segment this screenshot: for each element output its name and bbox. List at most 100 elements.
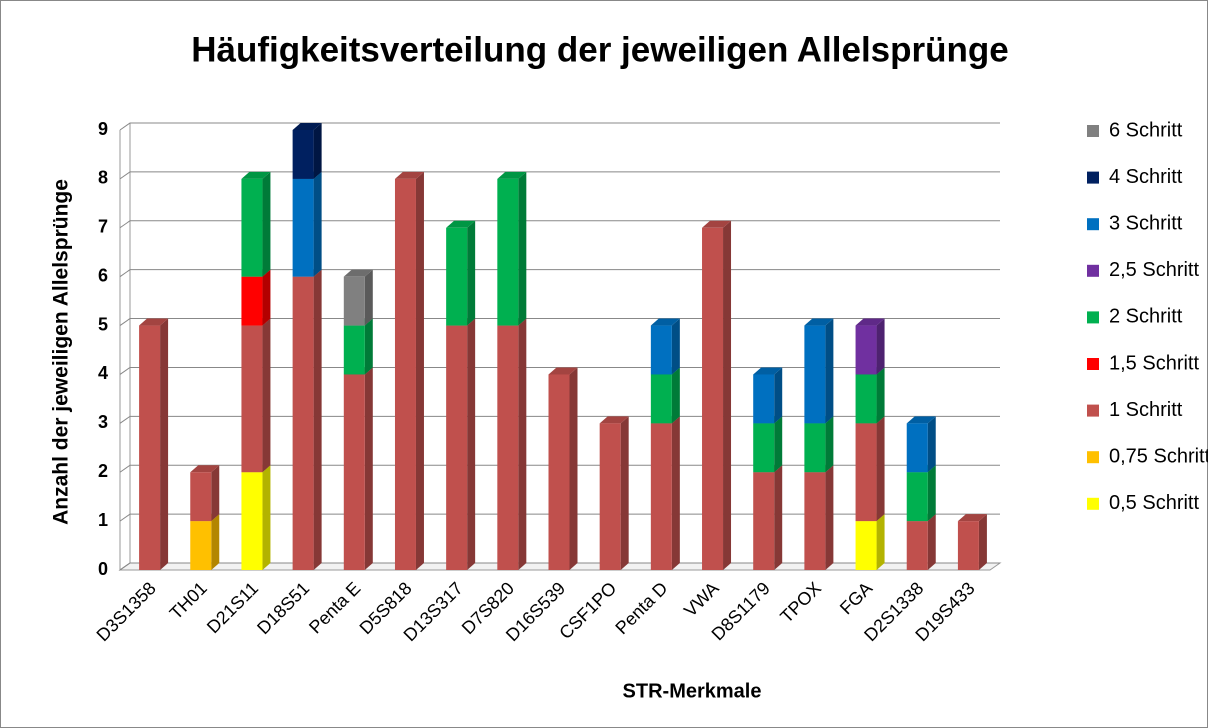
bar xyxy=(804,423,826,473)
y-tick-label: 3 xyxy=(98,412,108,432)
legend-label: 0,75 Schritt xyxy=(1109,445,1208,467)
bar xyxy=(190,521,212,570)
bar-side xyxy=(467,318,476,570)
bar xyxy=(343,374,365,570)
bar-top xyxy=(804,318,834,326)
bar xyxy=(139,325,161,570)
bar-side xyxy=(978,514,987,570)
bar-side xyxy=(364,269,373,326)
bar-top xyxy=(292,123,322,130)
bar-top xyxy=(957,514,987,522)
y-tick-label: 7 xyxy=(98,217,108,237)
y-tick-label: 0 xyxy=(98,559,108,579)
legend-label: 6 Schritt xyxy=(1109,119,1183,141)
bar-side xyxy=(671,367,680,424)
bar-side xyxy=(876,367,885,424)
bar xyxy=(855,521,877,570)
bar xyxy=(804,472,826,570)
bar-side xyxy=(467,220,476,326)
legend-swatch xyxy=(1087,497,1099,510)
bar-side xyxy=(825,318,834,424)
bar-side xyxy=(518,318,527,570)
bar-side xyxy=(876,416,885,522)
bar-side xyxy=(569,367,578,570)
x-axis-label: STR-Merkmale xyxy=(623,680,762,702)
bar-top xyxy=(753,367,783,375)
grid-line xyxy=(119,220,1000,229)
bar-side xyxy=(262,318,271,473)
bar-top xyxy=(548,367,578,375)
bar xyxy=(446,227,468,326)
bar-top xyxy=(394,171,424,179)
bar xyxy=(497,325,519,570)
bar-side xyxy=(876,514,885,570)
bar xyxy=(906,423,928,473)
legend-swatch xyxy=(1087,358,1099,370)
bar xyxy=(241,276,263,326)
bar-side xyxy=(825,465,834,570)
bar-side xyxy=(518,171,527,326)
bar-top xyxy=(599,416,629,424)
bar-side xyxy=(364,318,373,375)
bar-top xyxy=(906,416,936,424)
bar-side xyxy=(927,465,936,522)
legend-label: 2,5 Schritt xyxy=(1109,259,1199,281)
legend-swatch xyxy=(1087,264,1099,277)
legend-label: 1,5 Schritt xyxy=(1109,352,1199,374)
bar-side xyxy=(313,171,322,277)
bar-side xyxy=(774,465,783,570)
bar xyxy=(957,521,979,570)
y-axis-label: Anzahl der jeweiligen Allelsprünge xyxy=(50,179,73,525)
bar-top xyxy=(190,465,220,473)
legend-label: 1 Schritt xyxy=(1109,399,1183,421)
bar-side xyxy=(160,318,169,570)
bar xyxy=(190,472,212,522)
bar xyxy=(650,423,672,570)
bar-side xyxy=(723,220,732,570)
bar xyxy=(650,325,672,375)
bar xyxy=(650,374,672,424)
bar-side xyxy=(262,171,271,277)
legend-swatch xyxy=(1087,404,1099,417)
bar-side xyxy=(671,416,680,570)
bar-side xyxy=(313,123,322,179)
bar-side xyxy=(620,416,629,570)
y-tick-label: 2 xyxy=(98,461,108,481)
legend-swatch xyxy=(1087,125,1099,137)
bar xyxy=(343,325,365,375)
bar-top xyxy=(446,220,476,228)
bar-side xyxy=(671,318,680,375)
bar-top xyxy=(497,171,527,179)
legend-swatch xyxy=(1087,451,1099,464)
bar-side xyxy=(927,514,936,570)
bar-top xyxy=(702,220,732,228)
bar-side xyxy=(825,416,834,473)
bar xyxy=(804,325,826,424)
bar xyxy=(241,325,263,473)
bar xyxy=(753,423,775,473)
bar xyxy=(343,276,365,326)
bar xyxy=(446,325,468,570)
bar xyxy=(241,178,263,277)
y-tick-label: 9 xyxy=(98,119,108,139)
legend-label: 2 Schritt xyxy=(1109,306,1183,328)
legend-label: 0,5 Schritt xyxy=(1109,492,1199,514)
bar-side xyxy=(211,514,220,570)
grid-line xyxy=(119,122,1000,131)
bar-side xyxy=(364,367,373,570)
bar-side xyxy=(415,171,424,570)
grid-line xyxy=(119,171,1000,180)
y-tick-label: 5 xyxy=(98,314,108,334)
legend-swatch xyxy=(1087,218,1099,231)
bar xyxy=(753,374,775,424)
bar xyxy=(548,374,570,570)
y-tick-label: 4 xyxy=(98,363,108,383)
bar-side xyxy=(927,416,936,473)
bar xyxy=(906,521,928,570)
legend-swatch xyxy=(1087,171,1099,184)
bar xyxy=(292,178,314,277)
bar-side xyxy=(262,465,271,570)
legend-label: 4 Schritt xyxy=(1109,166,1183,188)
